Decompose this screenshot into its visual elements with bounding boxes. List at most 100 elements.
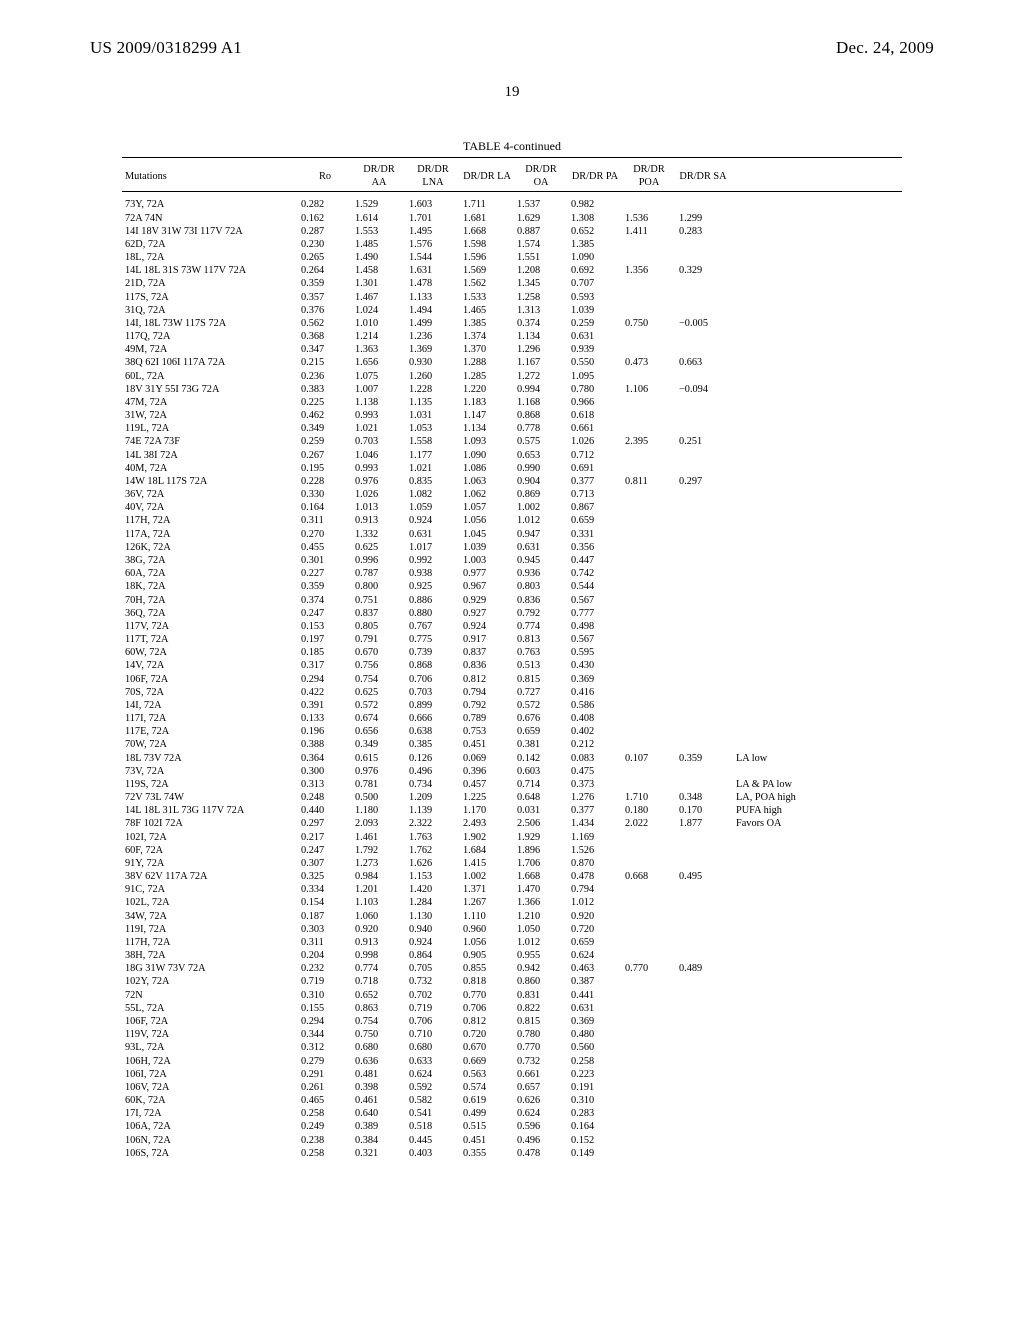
cell-value	[676, 370, 730, 383]
cell-value: 0.976	[352, 475, 406, 488]
cell-value: 1.701	[406, 212, 460, 225]
cell-value: 0.631	[568, 330, 622, 343]
cell-note	[730, 422, 902, 435]
cell-value: 0.513	[514, 659, 568, 672]
cell-note	[730, 528, 902, 541]
cell-value: 0.562	[298, 317, 352, 330]
cell-value: 0.707	[568, 277, 622, 290]
cell-note	[730, 356, 902, 369]
table-row: 40V, 72A0.1641.0131.0591.0571.0020.867	[122, 501, 902, 514]
cell-value: 0.478	[514, 1147, 568, 1160]
table-row: 14I, 72A0.3910.5720.8990.7920.5720.586	[122, 699, 902, 712]
cell-value: 0.313	[298, 778, 352, 791]
table-row: 14W 18L 117S 72A0.2280.9760.8351.0630.90…	[122, 475, 902, 488]
table-row: 36Q, 72A0.2470.8370.8800.9270.7920.777	[122, 607, 902, 620]
cell-value: 0.774	[352, 962, 406, 975]
cell-mutation: 36V, 72A	[122, 488, 298, 501]
cell-mutation: 60A, 72A	[122, 567, 298, 580]
cell-value: 1.284	[406, 896, 460, 909]
cell-value	[676, 910, 730, 923]
cell-value: 0.603	[514, 765, 568, 778]
cell-mutation: 106N, 72A	[122, 1134, 298, 1147]
cell-value: 0.596	[514, 1120, 568, 1133]
cell-value	[622, 975, 676, 988]
cell-value: 0.837	[352, 607, 406, 620]
cell-value: 0.195	[298, 462, 352, 475]
cell-value: 0.656	[352, 725, 406, 738]
cell-value: 1.656	[352, 356, 406, 369]
table-row: 70W, 72A0.3880.3490.3850.4510.3810.212	[122, 738, 902, 751]
cell-value	[676, 1068, 730, 1081]
cell-value	[676, 923, 730, 936]
table-row: 102Y, 72A0.7190.7180.7320.8180.8600.387	[122, 975, 902, 988]
cell-value: 2.093	[352, 817, 406, 830]
table-row: 21D, 72A0.3591.3011.4781.5621.3450.707	[122, 277, 902, 290]
cell-value: 0.794	[460, 686, 514, 699]
cell-value	[676, 1107, 730, 1120]
cell-value: 0.982	[568, 192, 622, 212]
cell-value: 1.002	[460, 870, 514, 883]
cell-value	[676, 396, 730, 409]
cell-value	[676, 883, 730, 896]
table-row: 18L, 72A0.2651.4901.5441.5961.5511.090	[122, 251, 902, 264]
cell-value: 0.659	[514, 725, 568, 738]
cell-value: 0.805	[352, 620, 406, 633]
cell-value: 0.311	[298, 514, 352, 527]
cell-value: 1.026	[568, 435, 622, 448]
cell-value: 0.369	[568, 1015, 622, 1028]
cell-value: 1.057	[460, 501, 514, 514]
cell-note: PUFA high	[730, 804, 902, 817]
cell-mutation: 106I, 72A	[122, 1068, 298, 1081]
cell-value: 0.713	[568, 488, 622, 501]
cell-note	[730, 844, 902, 857]
cell-value: 0.800	[352, 580, 406, 593]
cell-value: 0.311	[298, 936, 352, 949]
cell-value: 0.238	[298, 1134, 352, 1147]
cell-value: 0.422	[298, 686, 352, 699]
cell-value: 1.684	[460, 844, 514, 857]
cell-mutation: 70W, 72A	[122, 738, 298, 751]
cell-value: 0.162	[298, 212, 352, 225]
cell-value: 0.770	[460, 989, 514, 1002]
cell-mutation: 55L, 72A	[122, 1002, 298, 1015]
cell-value: 0.868	[406, 659, 460, 672]
cell-value: 0.626	[514, 1094, 568, 1107]
cell-note	[730, 225, 902, 238]
cell-value: 1.576	[406, 238, 460, 251]
cell-value: 0.648	[514, 791, 568, 804]
cell-note	[730, 620, 902, 633]
cell-value: 0.775	[406, 633, 460, 646]
table-row: 36V, 72A0.3301.0261.0821.0620.8690.713	[122, 488, 902, 501]
cell-value: 0.815	[514, 1015, 568, 1028]
cell-value: 0.560	[568, 1041, 622, 1054]
cell-value: 0.792	[514, 607, 568, 620]
cell-value: 1.003	[460, 554, 514, 567]
cell-note: LA low	[730, 752, 902, 765]
cell-value: 0.751	[352, 594, 406, 607]
cell-value: 0.495	[676, 870, 730, 883]
cell-note	[730, 725, 902, 738]
cell-value	[622, 725, 676, 738]
table-row: 14L 38I 72A0.2671.0461.1771.0900.6530.71…	[122, 449, 902, 462]
cell-value	[622, 989, 676, 1002]
cell-value: 1.133	[406, 291, 460, 304]
cell-value: 0.498	[568, 620, 622, 633]
cell-value: 0.384	[352, 1134, 406, 1147]
cell-value	[622, 646, 676, 659]
cell-value: 1.013	[352, 501, 406, 514]
cell-value: 0.133	[298, 712, 352, 725]
cell-value	[622, 291, 676, 304]
cell-value: 0.215	[298, 356, 352, 369]
cell-value: 0.753	[460, 725, 514, 738]
cell-value: 0.359	[676, 752, 730, 765]
table-row: 17I, 72A0.2580.6400.5410.4990.6240.283	[122, 1107, 902, 1120]
table-title: TABLE 4-continued	[122, 139, 902, 154]
col-ro: Ro	[298, 161, 352, 192]
cell-value: 0.550	[568, 356, 622, 369]
cell-value: 0.149	[568, 1147, 622, 1160]
cell-value: 0.586	[568, 699, 622, 712]
cell-value	[676, 277, 730, 290]
cell-value: 0.344	[298, 1028, 352, 1041]
cell-mutation: 38G, 72A	[122, 554, 298, 567]
table-row: 106H, 72A0.2790.6360.6330.6690.7320.258	[122, 1055, 902, 1068]
